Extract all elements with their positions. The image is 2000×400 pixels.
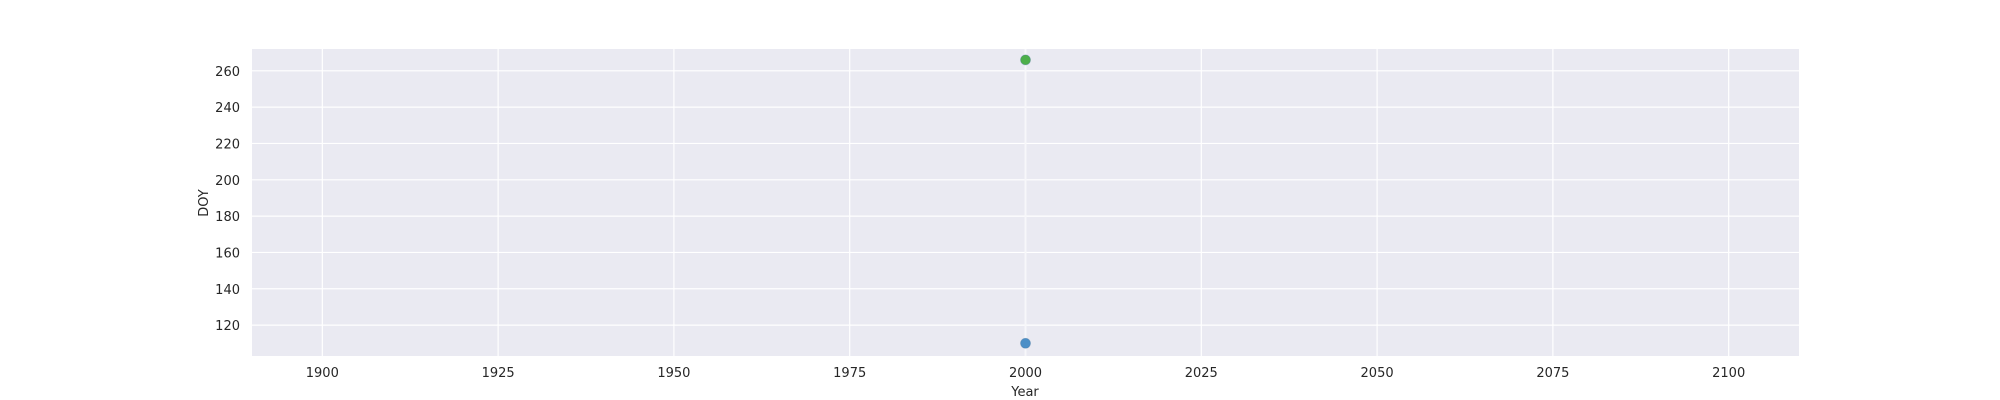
x-axis-label: Year xyxy=(1010,385,1039,400)
y-tick-label: 180 xyxy=(215,210,240,225)
x-tick-label: 1900 xyxy=(306,366,339,381)
x-tick-label: 2000 xyxy=(1009,366,1042,381)
x-tick-label: 1950 xyxy=(657,366,690,381)
x-tick-label: 1925 xyxy=(482,366,515,381)
y-tick-label: 260 xyxy=(215,65,240,80)
x-tick-label: 2050 xyxy=(1361,366,1394,381)
y-tick-label: 240 xyxy=(215,101,240,116)
scatter-point-series-1 xyxy=(1020,337,1031,349)
x-tick-label: 2100 xyxy=(1712,366,1745,381)
x-axis-tick-labels: 1900 1925 1950 1975 2000 2025 2050 2075 2100 xyxy=(306,366,1745,381)
x-tick-label: 1975 xyxy=(833,366,866,381)
y-tick-label: 220 xyxy=(215,137,240,152)
y-axis-tick-labels: 120 140 160 180 200 220 240 260 xyxy=(215,65,240,334)
y-tick-label: 140 xyxy=(215,283,240,298)
data-points xyxy=(1020,54,1031,349)
x-tick-label: 2025 xyxy=(1185,366,1218,381)
scatter-point-series-2 xyxy=(1020,54,1031,66)
y-tick-label: 200 xyxy=(215,174,240,189)
x-tick-label: 2075 xyxy=(1536,366,1569,381)
y-tick-label: 160 xyxy=(215,246,240,261)
y-axis-label: DOY xyxy=(197,189,212,217)
y-tick-label: 120 xyxy=(215,319,240,334)
